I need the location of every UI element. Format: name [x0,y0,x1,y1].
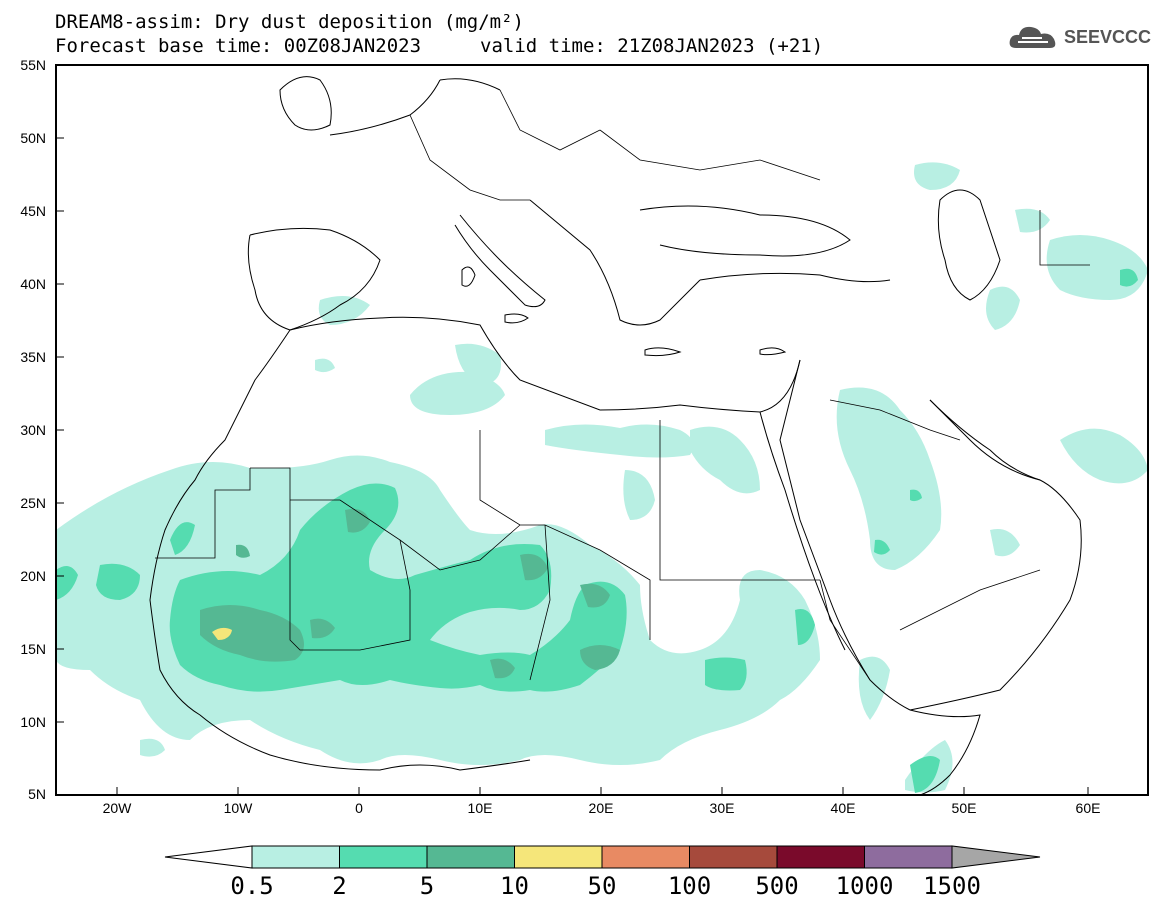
colorbar-label: 0.5 [230,872,274,900]
deposition-level-4 [212,627,232,640]
colorbar-label: 10 [500,872,529,900]
cloud-logo-icon [1009,26,1056,48]
map-title: DREAM8-assim: Dry dust deposition (mg/m²… [55,11,524,33]
country-borders [155,89,1090,681]
deposition-level-1 [56,162,1148,793]
seevccc-logo: SEEVCCC [1008,22,1151,52]
lat-label-5n: 5N [28,786,46,802]
lon-label-20e: 20E [588,800,614,816]
axis-ticks [56,64,1089,795]
forecast-base-time: Forecast base time: 00Z08JAN2023 [55,35,422,57]
lat-label-20n: 20N [20,568,46,584]
lat-label-55n: 55N [20,57,46,73]
lat-label-25n: 25N [20,495,46,511]
deposition-level-3 [200,508,620,679]
lat-label-40n: 40N [20,276,46,292]
lat-label-35n: 35N [20,349,46,365]
lon-label-20w: 20W [102,800,132,816]
colorbar-label: 1000 [835,872,894,900]
lon-label-10w: 10W [223,800,253,816]
colorbar-label: 50 [587,872,617,900]
lat-label-30n: 30N [20,422,46,438]
lat-label-45n: 45N [20,203,46,219]
lat-label-15n: 15N [20,641,46,657]
colorbar-label: 5 [419,872,435,900]
lon-label-0: 0 [355,800,363,816]
lat-label-10n: 10N [20,714,46,730]
valid-time: valid time: 21Z08JAN2023 (+21) [480,35,824,57]
colorbar-label: 1500 [923,872,981,900]
lon-label-40e: 40E [830,800,856,816]
colorbar-label: 500 [755,872,799,900]
lon-label-60e: 60E [1075,800,1101,816]
logo-text: SEEVCCC [1063,26,1151,47]
colorbar-label: 100 [667,872,712,900]
lon-label-10e: 10E [467,800,493,816]
lon-label-50e: 50E [951,800,977,816]
lon-label-30e: 30E [709,800,735,816]
lat-label-50n: 50N [20,130,46,146]
colorbar-label: 2 [332,872,347,900]
